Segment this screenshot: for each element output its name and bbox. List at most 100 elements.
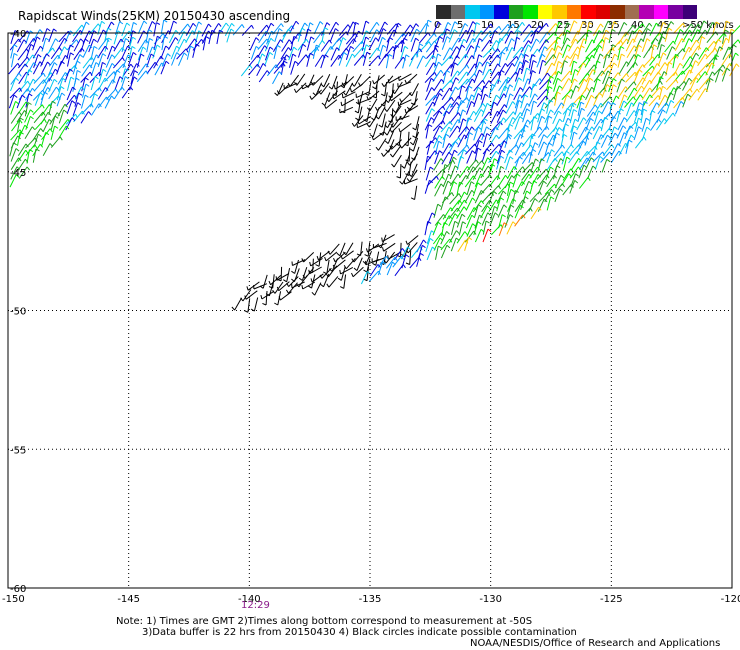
wind-speed-colorbar <box>436 5 697 19</box>
wind-barb <box>577 45 582 60</box>
wind-barb <box>440 196 446 211</box>
wind-barb <box>121 45 129 60</box>
wind-barb <box>234 297 243 311</box>
wind-barb <box>333 90 346 100</box>
wind-barb-flag <box>380 103 385 107</box>
wind-barb-flag <box>389 128 393 133</box>
wind-barb <box>442 28 447 43</box>
wind-barb <box>730 24 740 36</box>
wind-barb-flag <box>404 108 407 114</box>
wind-barb-flag <box>175 37 179 41</box>
colorbar-labels: 051015202530354045>50 knots <box>430 20 740 33</box>
wind-barb-flag <box>612 78 617 82</box>
wind-barb <box>514 116 521 130</box>
wind-barb <box>360 271 368 285</box>
wind-barb <box>617 117 625 131</box>
wind-barb <box>641 87 651 100</box>
wind-barb-flag <box>486 102 491 107</box>
wind-barb <box>449 165 456 180</box>
wind-barb <box>280 266 283 281</box>
wind-barb-flag <box>119 76 124 80</box>
wind-barb <box>546 174 555 188</box>
wind-barb <box>442 207 451 220</box>
wind-barb-flag <box>429 237 434 242</box>
wind-barb <box>450 55 458 69</box>
wind-barb <box>72 77 77 92</box>
wind-barb-flag <box>471 189 475 194</box>
wind-barb <box>440 245 448 259</box>
wind-barb <box>625 110 635 123</box>
wind-barb <box>528 54 533 69</box>
wind-barb <box>352 266 364 278</box>
wind-barb-flag <box>337 277 342 281</box>
wind-barb-flag <box>192 22 197 27</box>
wind-barb <box>358 115 371 125</box>
wind-barb <box>729 63 737 77</box>
wind-barb-flag <box>688 46 693 51</box>
wind-barb <box>328 276 339 288</box>
wind-barb <box>407 131 410 146</box>
wind-barb-flag <box>477 93 482 97</box>
wind-barb-flag <box>433 62 437 67</box>
wind-barb-flag <box>704 71 708 76</box>
wind-barb-flag <box>127 54 132 58</box>
colorbar-swatch <box>479 5 494 19</box>
wind-barb-flag <box>586 151 591 155</box>
wind-barb <box>434 183 442 197</box>
wind-barb-flag <box>598 110 602 114</box>
wind-barb <box>666 46 673 60</box>
wind-barb-flag <box>607 134 611 139</box>
wind-barb-flag <box>405 254 410 258</box>
wind-barb-flag <box>573 109 578 113</box>
wind-barb-flag <box>319 274 323 279</box>
wind-barb-flag <box>456 46 460 50</box>
wind-barb-flag <box>519 87 524 91</box>
wind-barb <box>536 95 547 108</box>
latitude-label: -40 <box>10 29 26 40</box>
wind-barb-flag <box>545 95 549 100</box>
wind-barb-flag <box>472 38 476 42</box>
wind-barb-flag <box>623 22 628 26</box>
wind-barb <box>650 118 659 131</box>
wind-barb <box>241 24 252 36</box>
wind-barb-flag <box>450 79 454 84</box>
wind-barb <box>65 94 75 107</box>
wind-barb-flag <box>456 55 460 59</box>
wind-barb <box>303 252 315 263</box>
wind-barb <box>386 256 396 269</box>
wind-barb <box>278 281 290 292</box>
wind-barb-flag <box>32 87 36 92</box>
wind-barb <box>253 297 259 312</box>
wind-barb <box>529 180 535 195</box>
wind-barb-flag <box>612 116 617 120</box>
wind-barb <box>168 30 177 44</box>
wind-barb-flag <box>518 77 523 81</box>
wind-barb <box>161 36 165 51</box>
wind-barb-flag <box>453 149 458 154</box>
wind-barb-flag <box>486 126 490 130</box>
wind-barb-flag <box>526 190 531 194</box>
wind-barb-flag <box>633 87 638 92</box>
wind-barb <box>105 63 113 77</box>
wind-barb-flag <box>298 277 303 281</box>
wind-barb-flag <box>311 291 316 296</box>
wind-barb-flag <box>437 21 442 26</box>
wind-barb <box>488 199 497 212</box>
wind-barb-flag <box>509 181 514 185</box>
wind-barb <box>674 101 682 115</box>
wind-barb-flag <box>104 45 109 50</box>
wind-barb-flag <box>498 26 502 31</box>
wind-barb <box>490 78 499 92</box>
wind-barb <box>48 86 57 100</box>
wind-barb-flag <box>621 78 626 82</box>
wind-barb <box>40 53 47 67</box>
wind-barb <box>562 168 572 181</box>
wind-barb-flag <box>455 77 460 81</box>
wind-barb-flag <box>560 174 565 179</box>
wind-barb-flag <box>649 79 653 84</box>
wind-barb <box>480 85 485 100</box>
wind-barb <box>496 104 505 117</box>
wind-barb-flag <box>491 83 496 87</box>
wind-barb-flag <box>440 69 444 74</box>
wind-barb-flag <box>419 48 423 53</box>
